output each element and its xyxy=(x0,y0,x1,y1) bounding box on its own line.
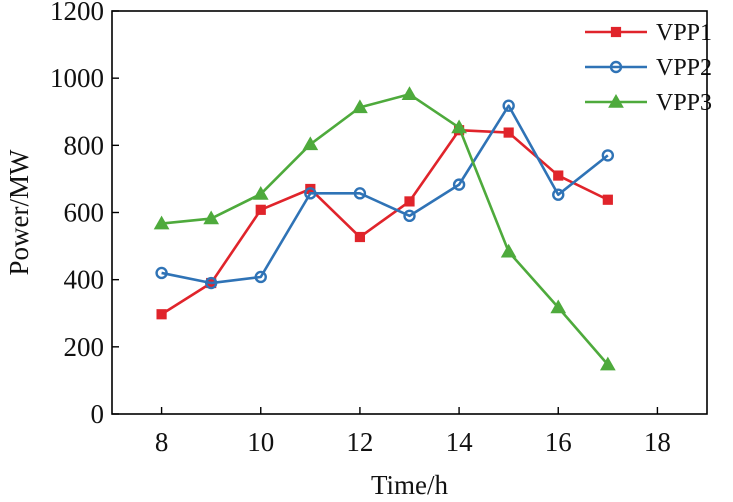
data-point-vpp2 xyxy=(254,270,267,284)
data-point-vpp2 xyxy=(452,178,466,191)
data-point-vpp3 xyxy=(302,136,319,151)
y-axis-title: Power/MW xyxy=(4,149,34,275)
x-tick-label: 8 xyxy=(155,427,169,457)
y-tick-label: 1000 xyxy=(50,63,104,93)
series-line-vpp2 xyxy=(161,104,609,285)
data-point-vpp2 xyxy=(502,99,515,112)
series-line-vpp3 xyxy=(161,92,609,366)
data-point-vpp3 xyxy=(401,86,418,101)
legend-marker-vpp3 xyxy=(608,93,624,108)
data-point-vpp3 xyxy=(451,119,467,134)
series-layer xyxy=(153,86,616,371)
data-point-vpp1 xyxy=(602,194,613,205)
data-point-vpp3 xyxy=(352,99,368,114)
x-tick-label: 14 xyxy=(446,427,474,457)
data-point-vpp3 xyxy=(252,186,269,200)
data-point-vpp3 xyxy=(550,299,567,314)
legend-item-vpp2: VPP2 xyxy=(585,55,712,81)
series-vpp2 xyxy=(155,99,615,290)
data-point-vpp1 xyxy=(404,196,415,207)
legend-marker-vpp1 xyxy=(610,26,622,38)
data-point-vpp3 xyxy=(599,356,616,371)
series-line-vpp1 xyxy=(160,128,609,316)
data-point-vpp1 xyxy=(503,127,514,138)
x-tick-label: 16 xyxy=(545,427,572,457)
y-tick-label: 1200 xyxy=(50,0,104,26)
data-point-vpp2 xyxy=(601,149,615,162)
data-point-vpp1 xyxy=(156,309,167,320)
legend-label-vpp2: VPP2 xyxy=(656,55,712,81)
data-point-vpp2 xyxy=(353,187,367,200)
x-axis-ticks: 8 10 12 14 16 18 xyxy=(155,407,671,457)
data-point-vpp3 xyxy=(203,210,220,225)
legend-item-vpp1: VPP1 xyxy=(585,20,712,46)
x-tick-label: 10 xyxy=(247,427,274,457)
legend-item-vpp3: VPP3 xyxy=(585,90,712,116)
data-point-vpp2 xyxy=(403,209,416,223)
plot-frame xyxy=(111,10,708,415)
y-tick-label: 200 xyxy=(64,332,105,362)
series-vpp3 xyxy=(153,86,616,371)
legend-label-vpp3: VPP3 xyxy=(656,90,712,116)
y-axis-ticks: 0 200 400 600 800 1000 1200 xyxy=(50,0,119,429)
x-tick-label: 18 xyxy=(644,427,671,457)
y-tick-label: 600 xyxy=(64,198,105,228)
legend-label-vpp1: VPP1 xyxy=(656,20,712,46)
data-point-vpp1 xyxy=(255,204,266,215)
data-point-vpp1 xyxy=(354,231,366,243)
data-point-vpp2 xyxy=(304,187,317,200)
y-tick-label: 800 xyxy=(64,130,105,160)
x-axis-title: Time/h xyxy=(371,470,449,500)
legend-marker-vpp2 xyxy=(609,60,623,74)
data-point-vpp3 xyxy=(500,243,517,258)
data-point-vpp1 xyxy=(553,170,564,181)
data-point-vpp3 xyxy=(153,215,170,230)
data-point-vpp2 xyxy=(552,188,565,201)
x-tick-label: 12 xyxy=(346,427,373,457)
legend: VPP1 VPP2 VPP3 xyxy=(585,20,712,116)
data-point-vpp2 xyxy=(155,266,168,280)
y-tick-label: 400 xyxy=(64,265,105,295)
y-tick-label: 0 xyxy=(91,399,105,429)
data-point-vpp2 xyxy=(204,276,218,290)
